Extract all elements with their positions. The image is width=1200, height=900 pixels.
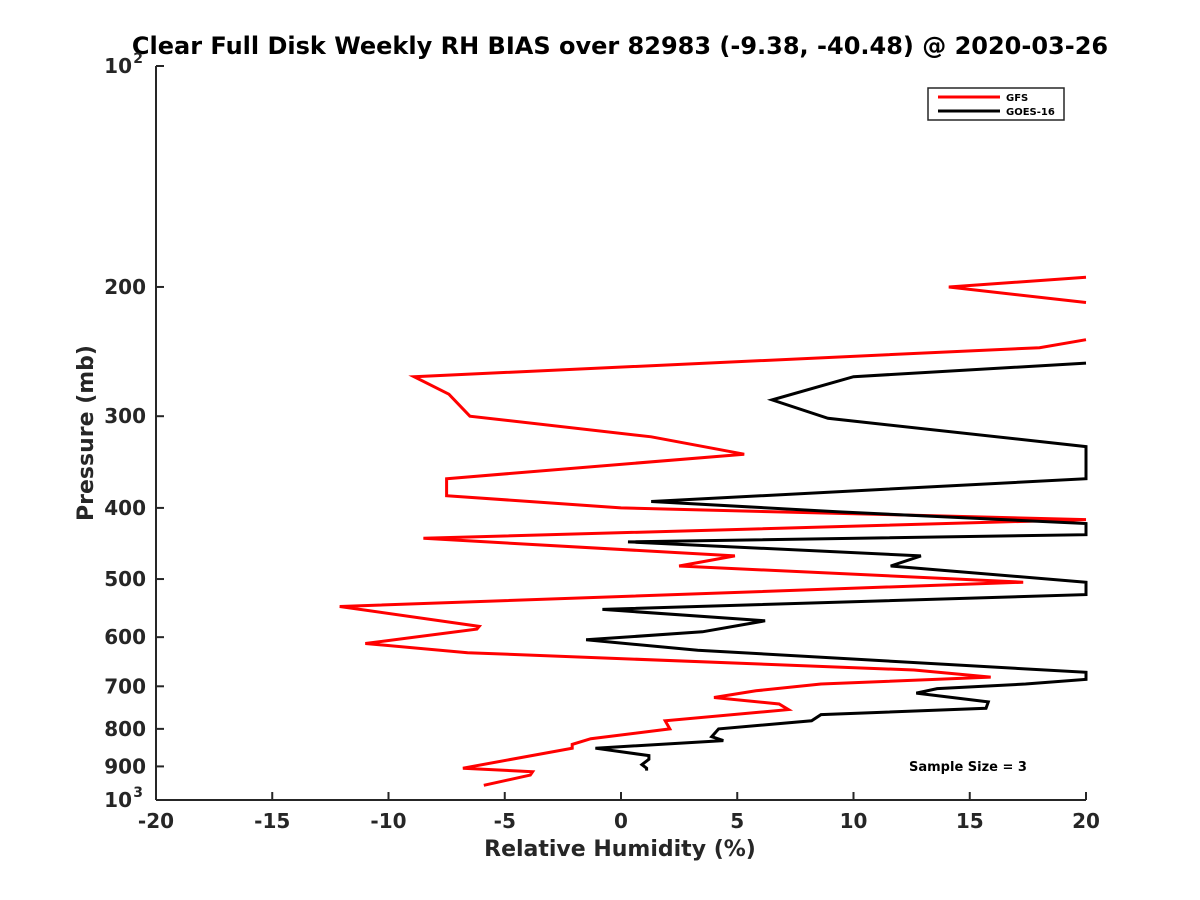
series-line-goes-16 xyxy=(585,361,1088,771)
legend: GFS GOES-16 xyxy=(927,87,1065,121)
legend-box xyxy=(927,87,1065,121)
y-tick-label: 400 xyxy=(104,496,146,520)
y-tick-label: 800 xyxy=(104,717,146,741)
x-tick-label: -20 xyxy=(138,809,174,833)
x-tick-label: 0 xyxy=(614,809,628,833)
y-tick-label-bottom-exp: 3 xyxy=(133,785,143,801)
y-tick-label: 900 xyxy=(104,754,146,778)
y-tick-label-top: 10 xyxy=(104,54,132,78)
x-tick-label: -10 xyxy=(370,809,406,833)
y-tick-label: 200 xyxy=(104,275,146,299)
x-axis-label: Relative Humidity (%) xyxy=(484,837,756,862)
x-ticks: -20 -15 -10 -5 0 5 10 15 20 xyxy=(138,792,1100,833)
x-tick-label: 5 xyxy=(730,809,744,833)
y-tick-label: 700 xyxy=(104,674,146,698)
sample-size-annotation: Sample Size = 3 xyxy=(909,760,1027,775)
x-tick-label: -5 xyxy=(494,809,516,833)
y-axis-label: Pressure (mb) xyxy=(74,345,99,521)
x-tick-label: -15 xyxy=(254,809,290,833)
series-layer xyxy=(339,275,1088,787)
y-tick-label-top-base: 10 xyxy=(104,54,132,78)
y-tick-label-bottom-base: 10 xyxy=(104,788,132,812)
y-tick-label: 300 xyxy=(104,404,146,428)
y-tick-label-bottom: 10 xyxy=(104,788,132,812)
legend-label-goes16: GOES-16 xyxy=(1006,107,1055,118)
series-line-gfs xyxy=(339,275,1087,787)
chart-title: Clear Full Disk Weekly RH BIAS over 8298… xyxy=(132,32,1108,60)
y-tick-label-top-exp: 2 xyxy=(133,51,143,67)
y-tick-label: 600 xyxy=(104,625,146,649)
x-tick-label: 10 xyxy=(840,809,868,833)
legend-label-gfs: GFS xyxy=(1006,93,1028,104)
x-tick-label: 15 xyxy=(956,809,984,833)
x-tick-label: 20 xyxy=(1072,809,1100,833)
y-tick-label: 500 xyxy=(104,567,146,591)
plot-area: -20 -15 -10 -5 0 5 10 15 20 200 300 400 500 600 700 80… xyxy=(104,51,1100,833)
